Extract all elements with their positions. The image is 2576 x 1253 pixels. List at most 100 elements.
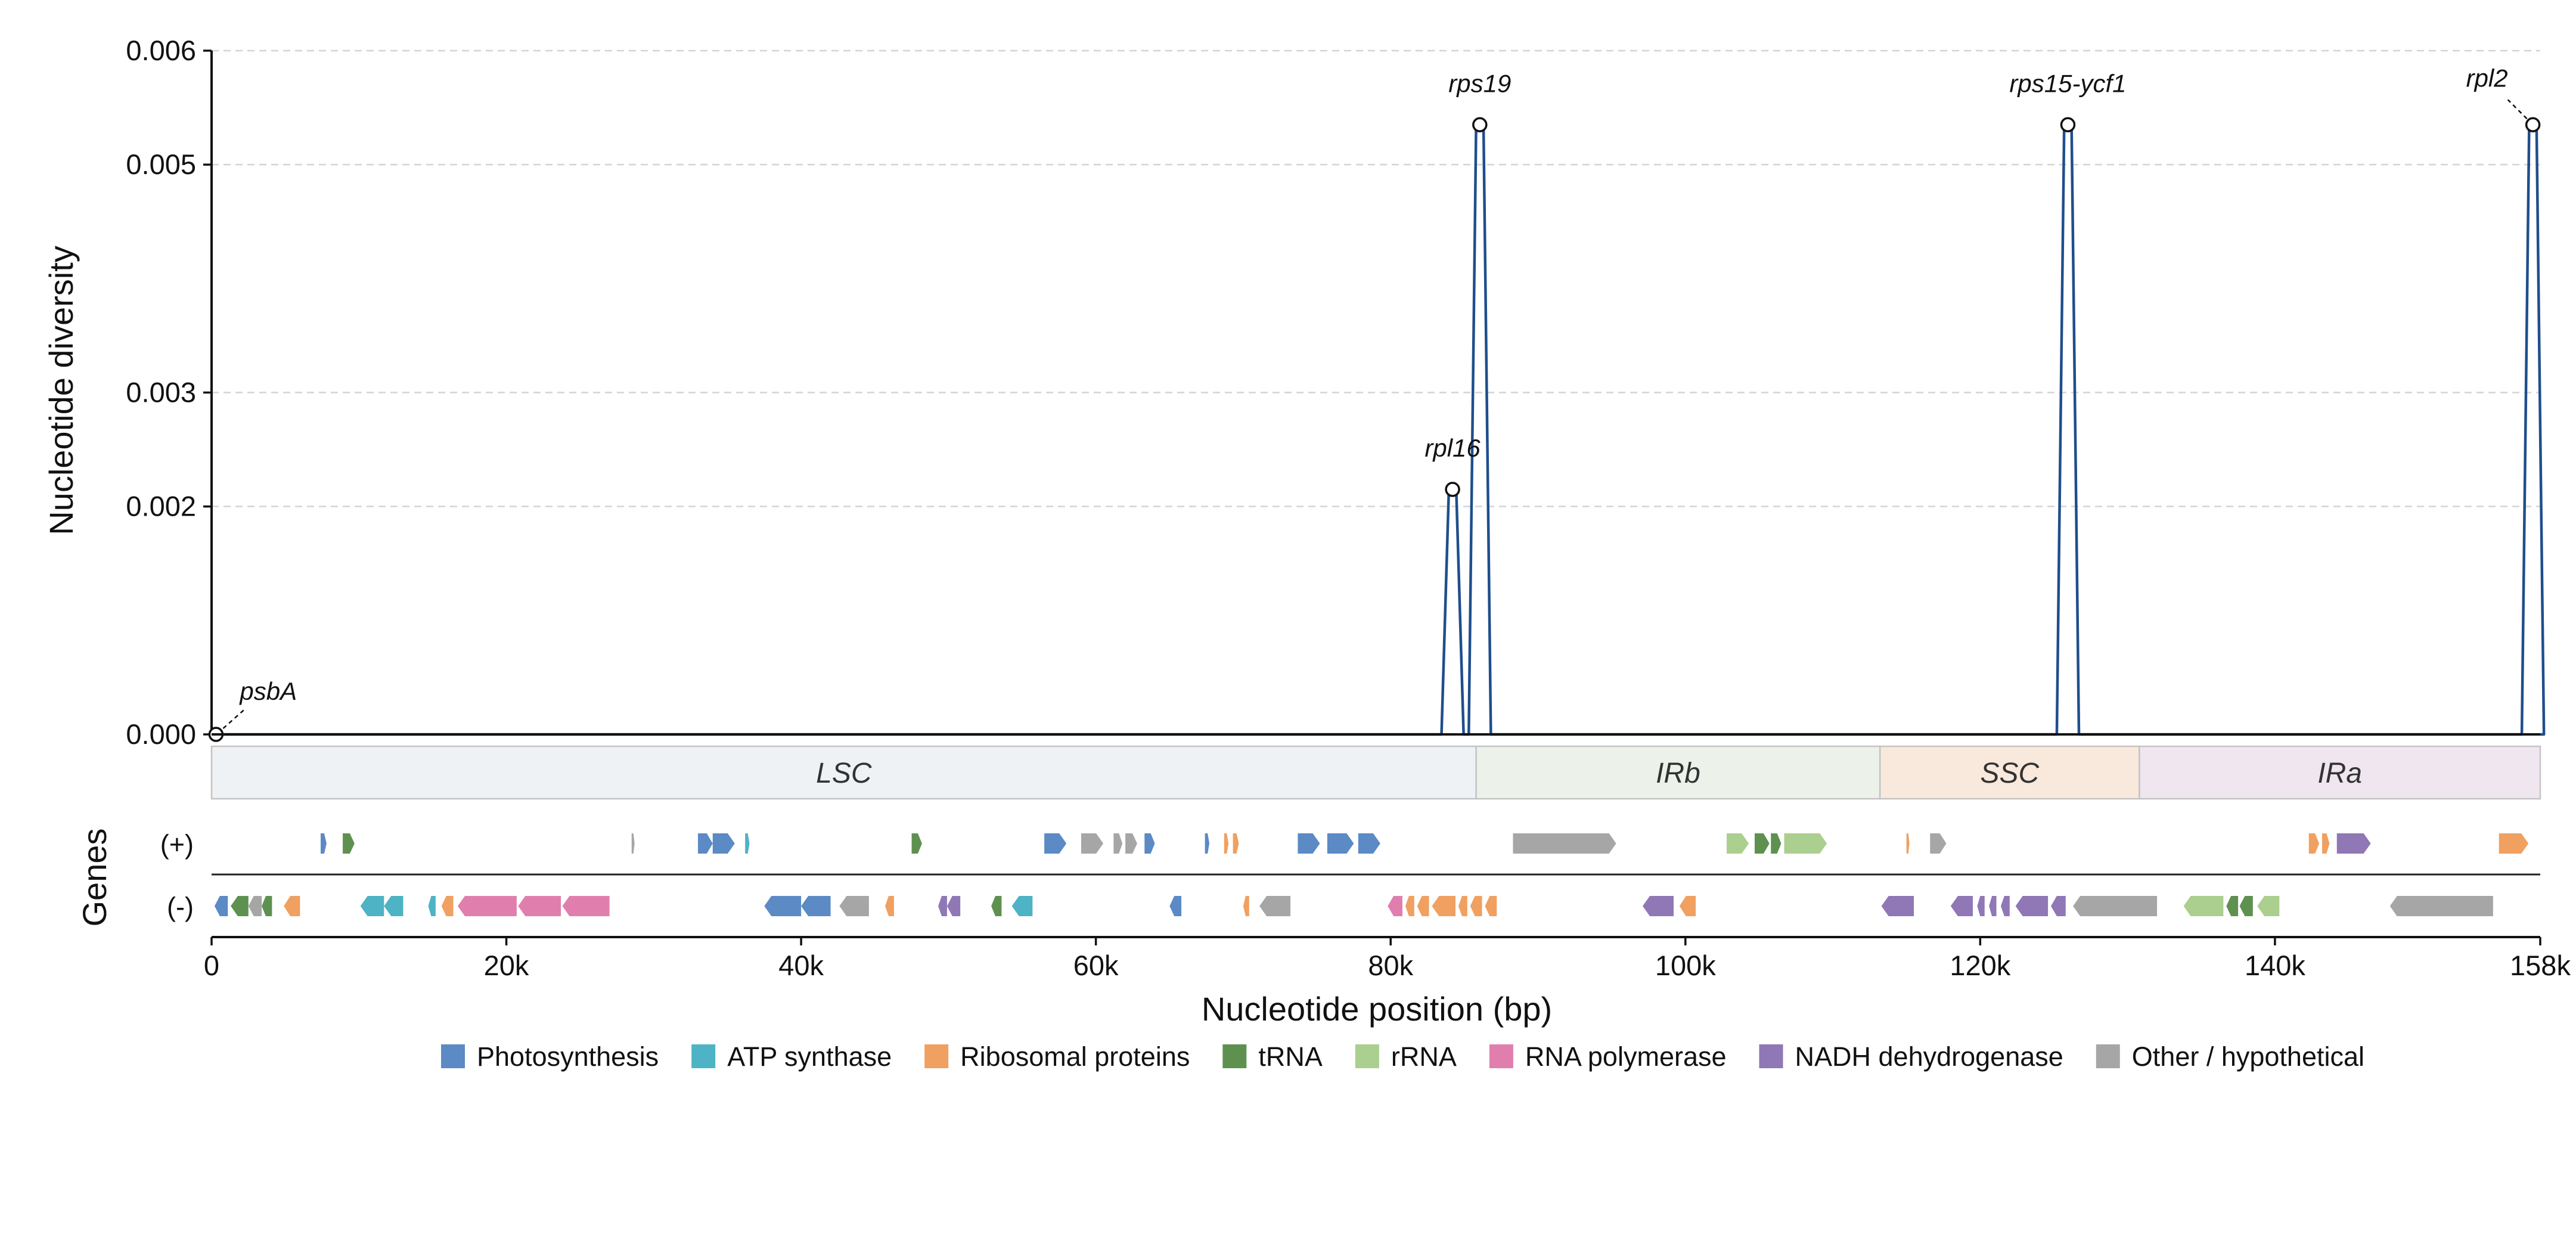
- gene-arrow: [911, 833, 922, 854]
- gene-arrow: [2000, 896, 2010, 916]
- x-tick-label: 40k: [778, 950, 824, 981]
- gene-arrow: [1727, 833, 1749, 854]
- gene-arrow: [2226, 896, 2239, 916]
- gene-arrow: [1125, 833, 1137, 854]
- y-tick-label: 0.003: [126, 377, 196, 408]
- gene-arrow: [1977, 896, 1985, 916]
- gene-arrow: [1081, 833, 1104, 854]
- y-axis-title: Nucleotide diversity: [42, 246, 80, 535]
- peak-marker: [1445, 482, 1460, 497]
- y-ticks: 0.000 0.002 0.003 0.005 0.006: [126, 35, 212, 750]
- legend-label: Photosynthesis: [477, 1041, 659, 1072]
- gene-arrow: [1358, 833, 1380, 854]
- gene-arrow: [1458, 896, 1467, 916]
- gene-arrow: [1881, 896, 1914, 916]
- y-tick-label: 0.000: [126, 718, 196, 750]
- annotation-leader: [222, 709, 246, 729]
- diversity-line: [212, 123, 2546, 736]
- gene-arrow: [428, 896, 436, 916]
- x-tick-label: 120k: [1950, 950, 2010, 981]
- gene-arrow: [2015, 896, 2049, 916]
- region-label: SSC: [1980, 758, 2039, 789]
- grid-lines: [212, 49, 2540, 507]
- region-box: [1475, 745, 1881, 800]
- gene-arrow: [946, 896, 961, 916]
- region-box: [1879, 745, 2140, 800]
- gene-arrow: [1643, 896, 1674, 916]
- gene-arrow: [1485, 896, 1497, 916]
- region-label: IRa: [2317, 758, 2362, 789]
- legend-label: ATP synthase: [727, 1041, 892, 1072]
- gene-arrow: [1989, 896, 1997, 916]
- gene-arrow: [562, 896, 610, 916]
- region-label: IRb: [1656, 758, 1700, 789]
- x-tick-label: 60k: [1073, 950, 1119, 981]
- peak-label: rps19: [1448, 69, 1511, 97]
- region-label: LSC: [816, 758, 872, 789]
- legend-swatch: [441, 1044, 465, 1068]
- region-box: [2139, 745, 2541, 800]
- legend-label: tRNA: [1258, 1041, 1323, 1072]
- legend-swatch: [2096, 1044, 2120, 1068]
- legend-label: NADH dehydrogenase: [1795, 1041, 2063, 1072]
- legend: Photosynthesis ATP synthase Ribosomal prot…: [441, 1041, 2364, 1072]
- gene-arrow: [1513, 833, 1616, 854]
- gene-arrow: [320, 833, 327, 854]
- gene-arrow: [2073, 896, 2158, 916]
- annotation-leader: [2507, 99, 2528, 120]
- x-tick-label: 20k: [484, 950, 529, 981]
- gene-arrow: [2183, 896, 2224, 916]
- legend-swatch: [924, 1044, 949, 1068]
- gene-arrow: [2389, 896, 2493, 916]
- peak-label: rpl16: [1424, 434, 1481, 462]
- gene-arrow: [1243, 896, 1249, 916]
- region-box: [210, 745, 1477, 800]
- gene-arrow: [2239, 896, 2253, 916]
- peak-marker: [2525, 117, 2541, 133]
- gene-arrow: [384, 896, 404, 916]
- gene-arrow: [712, 833, 735, 854]
- gene-arrow: [1205, 833, 1210, 854]
- peak-label: rps15-ycf1: [2009, 69, 2126, 97]
- y-tick-label: 0.002: [126, 491, 196, 522]
- gene-arrow: [2051, 896, 2066, 916]
- gene-arrow: [1259, 896, 1291, 916]
- y-tick-label: 0.005: [126, 148, 196, 180]
- peak-annotations: psbA rpl16 rps19 rps15-ycf1 rpl2: [208, 64, 2541, 742]
- x-tick-label: 100k: [1655, 950, 1716, 981]
- x-axis-title: Nucleotide position (bp): [1202, 990, 1552, 1028]
- gene-arrow: [885, 896, 894, 916]
- legend-swatch: [1489, 1044, 1513, 1068]
- gene-arrow: [1113, 833, 1123, 854]
- legend-swatch: [691, 1044, 716, 1068]
- gene-arrow: [1298, 833, 1320, 854]
- gene-arrow: [518, 896, 561, 916]
- gene-arrow: [2499, 833, 2529, 854]
- gene-arrow: [360, 896, 384, 916]
- gene-arrow: [231, 896, 249, 916]
- gene-arrow: [839, 896, 869, 916]
- legend-swatch: [1355, 1044, 1379, 1068]
- gene-arrow: [2322, 833, 2330, 854]
- gene-arrow: [1755, 833, 1770, 854]
- gene-arrow: [214, 896, 228, 916]
- gene-arrow: [343, 833, 355, 854]
- legend-label: rRNA: [1391, 1041, 1457, 1072]
- gene-arrow: [1950, 896, 1973, 916]
- diversity-series: [212, 123, 2546, 736]
- gene-arrow: [441, 896, 454, 916]
- gene-arrow: [745, 833, 750, 854]
- gene-arrow: [2257, 896, 2280, 916]
- x-tick-label: 80k: [1368, 950, 1413, 981]
- gene-arrow: [631, 833, 635, 854]
- x-tick-label: 0: [204, 950, 219, 981]
- gene-arrow: [1417, 896, 1429, 916]
- x-axis: 0 20k 40k 60k 80k 100k 120k 140k 158k: [204, 936, 2571, 981]
- y-tick-label: 0.006: [126, 35, 196, 66]
- gene-arrow: [1144, 833, 1155, 854]
- gene-arrow: [1784, 833, 1827, 854]
- gene-arrow: [1388, 896, 1403, 916]
- gene-arrow: [1906, 833, 1910, 854]
- gene-arrow: [764, 896, 802, 916]
